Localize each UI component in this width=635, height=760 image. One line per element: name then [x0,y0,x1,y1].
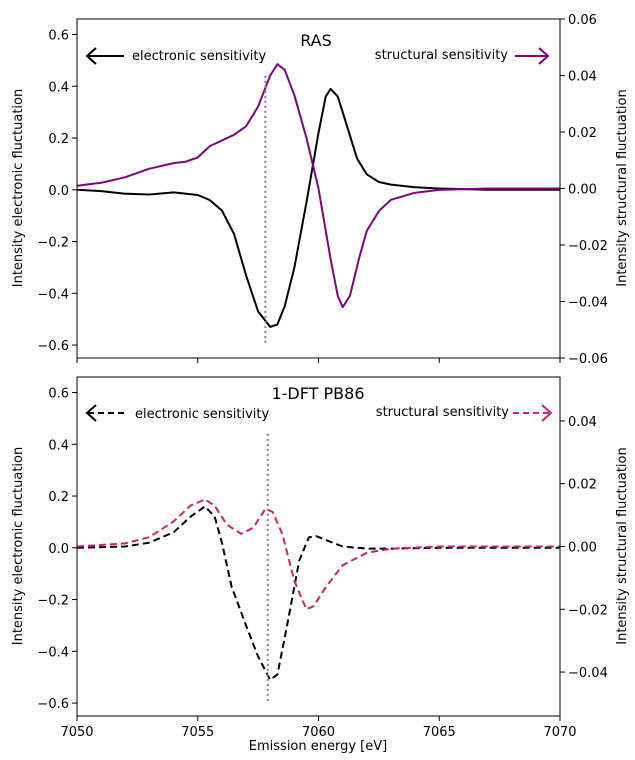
top-right-arrow-icon [515,47,550,65]
x-tick-label: 7050 [60,725,93,740]
y-left-tick-label: −0.4 [37,287,69,302]
y-right-tick-label: 0.02 [568,478,597,493]
x-tick-label: 7065 [423,725,456,740]
y-left-tick-label: −0.2 [37,594,69,609]
x-axis-label: Emission energy [eV] [249,739,387,754]
bottom-left-axis-label: Intensity electronic fluctuation [11,447,26,646]
bottom-right-axis-label: Intensity structural fluctuation [615,447,630,645]
y-right-tick-label: 0.02 [568,126,597,141]
bottom-panel-title: 1-DFT PB86 [271,384,364,403]
y-left-tick-label: 0.0 [48,184,69,199]
top-panel-title: RAS [300,31,332,50]
y-left-tick-label: 0.4 [48,80,69,95]
bottom-electronic-label: electronic sensitivity [135,407,270,422]
x-tick-label: 7055 [181,725,214,740]
top-structural-series-line [76,63,560,309]
y-left-tick-label: −0.4 [37,645,69,660]
y-left-tick-label: −0.6 [37,339,69,354]
bottom-ticks: 7050 7055 7060 7065 7070 −0.6 −0.4 −0.2 0.0 0.2 0.… [37,387,607,740]
y-right-tick-label: −0.02 [568,239,608,254]
top-electronic-label: electronic sensitivity [132,49,267,64]
bottom-left-arrow-icon [85,404,127,422]
y-right-tick-label: 0.00 [568,183,597,198]
y-left-tick-label: 0.2 [48,132,69,147]
bottom-series-layer [76,498,560,681]
top-panel: −0.6 −0.4 −0.2 0.0 0.2 0.4 0.6 −0.06 −0.04 −0.02 0… [11,13,630,367]
y-right-tick-label: 0.06 [568,13,597,28]
top-ticks: −0.6 −0.4 −0.2 0.0 0.2 0.4 0.6 −0.06 −0.04 −0.02 0… [37,13,607,367]
y-right-tick-label: −0.06 [568,352,608,367]
top-structural-label: structural sensitivity [375,48,508,63]
y-left-tick-label: 0.6 [48,29,69,44]
y-left-tick-label: 0.0 [48,542,69,557]
x-tick-label: 7070 [543,725,576,740]
bottom-structural-series-line [76,498,560,611]
y-left-tick-label: −0.6 [37,697,69,712]
y-right-tick-label: −0.02 [568,603,608,618]
top-electronic-series-line [76,87,560,328]
y-right-tick-label: −0.04 [568,666,608,681]
y-left-tick-label: 0.6 [48,387,69,402]
y-left-tick-label: 0.4 [48,438,69,453]
y-right-tick-label: 0.04 [568,415,597,430]
top-left-arrow-icon [85,47,124,65]
bottom-structural-label: structural sensitivity [376,405,509,420]
top-right-axis-label: Intensity structural fluctuation [615,89,630,287]
y-right-tick-label: 0.00 [568,541,597,556]
bottom-panel: 7050 7055 7060 7065 7070 −0.6 −0.4 −0.2 0.0 0.2 0.… [11,376,630,754]
y-right-tick-label: 0.04 [568,70,597,85]
bottom-right-arrow-icon [513,404,553,422]
bottom-electronic-series-line [76,505,560,681]
top-series-layer [76,63,560,328]
y-left-tick-label: −0.2 [37,236,69,251]
y-right-tick-label: −0.04 [568,296,608,311]
x-tick-label: 7060 [302,725,335,740]
y-left-tick-label: 0.2 [48,490,69,505]
top-left-axis-label: Intensity electronic fluctuation [11,89,26,288]
